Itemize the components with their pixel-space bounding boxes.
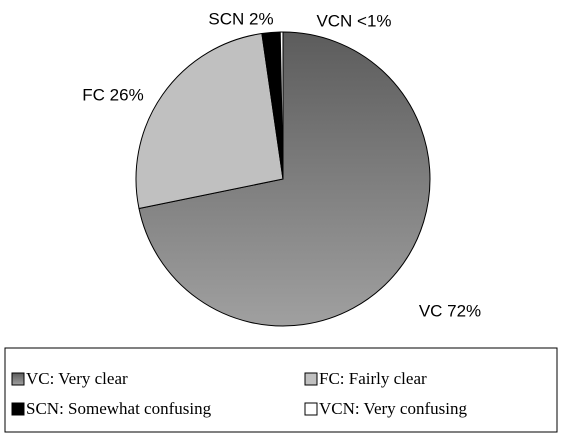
legend-swatch <box>11 372 25 386</box>
pie-slice <box>279 31 284 180</box>
legend-swatch <box>11 402 25 416</box>
legend-label: VC: Very clear <box>26 369 128 388</box>
legend-label: VCN: Very confusing <box>319 399 467 418</box>
legend-label: FC: Fairly clear <box>319 369 427 388</box>
pie-slice <box>138 31 431 327</box>
data-label: VC 72% <box>419 301 481 320</box>
data-label: SCN 2% <box>208 9 273 28</box>
data-label: VCN <1% <box>316 11 391 30</box>
legend-swatch <box>304 372 318 386</box>
data-label: FC 26% <box>82 85 143 104</box>
legend-label: SCN: Somewhat confusing <box>26 399 212 418</box>
pie-slice <box>135 32 284 210</box>
legend-box <box>4 347 558 433</box>
legend-swatch <box>304 402 318 416</box>
